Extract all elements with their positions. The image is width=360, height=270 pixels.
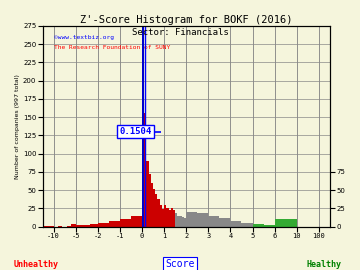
Text: The Research Foundation of SUNY: The Research Foundation of SUNY <box>54 45 171 50</box>
Bar <box>264 225 275 227</box>
Bar <box>168 211 171 227</box>
Text: Healthy: Healthy <box>306 260 342 269</box>
Bar <box>184 218 186 227</box>
Bar <box>275 219 297 227</box>
Bar <box>157 199 160 227</box>
Bar <box>67 226 71 227</box>
Bar <box>160 205 162 227</box>
Bar <box>197 213 208 227</box>
Bar <box>58 226 62 227</box>
Bar <box>175 213 177 227</box>
Bar <box>109 221 120 227</box>
Bar <box>120 219 131 227</box>
Title: Z'-Score Histogram for BOKF (2016): Z'-Score Histogram for BOKF (2016) <box>80 15 292 25</box>
Bar <box>149 174 151 227</box>
Bar <box>71 224 76 227</box>
Bar <box>142 26 144 227</box>
Bar <box>208 216 219 227</box>
Bar <box>76 225 83 227</box>
Bar <box>155 194 157 227</box>
Y-axis label: Number of companies (997 total): Number of companies (997 total) <box>15 74 20 178</box>
Bar <box>131 216 142 227</box>
Bar <box>230 221 242 227</box>
Text: Unhealthy: Unhealthy <box>14 260 58 269</box>
Bar <box>173 210 175 227</box>
Text: Score: Score <box>165 259 195 269</box>
Bar <box>153 188 155 227</box>
Bar <box>252 224 264 227</box>
Text: ©www.textbiz.org: ©www.textbiz.org <box>54 35 114 40</box>
Bar <box>151 183 153 227</box>
Bar <box>98 223 109 227</box>
Text: 0.1504: 0.1504 <box>119 127 152 136</box>
Bar <box>182 217 184 227</box>
Text: Sector: Financials: Sector: Financials <box>132 28 228 37</box>
Bar <box>144 113 147 227</box>
Bar <box>31 226 54 227</box>
Bar <box>177 216 180 227</box>
Bar <box>219 218 230 227</box>
Bar <box>90 224 98 227</box>
Bar <box>166 208 168 227</box>
Bar <box>242 223 252 227</box>
Bar <box>164 205 166 227</box>
Bar <box>147 161 149 227</box>
Bar <box>186 212 197 227</box>
Bar <box>180 216 182 227</box>
Bar <box>171 208 173 227</box>
Bar <box>83 225 90 227</box>
Bar <box>162 209 164 227</box>
